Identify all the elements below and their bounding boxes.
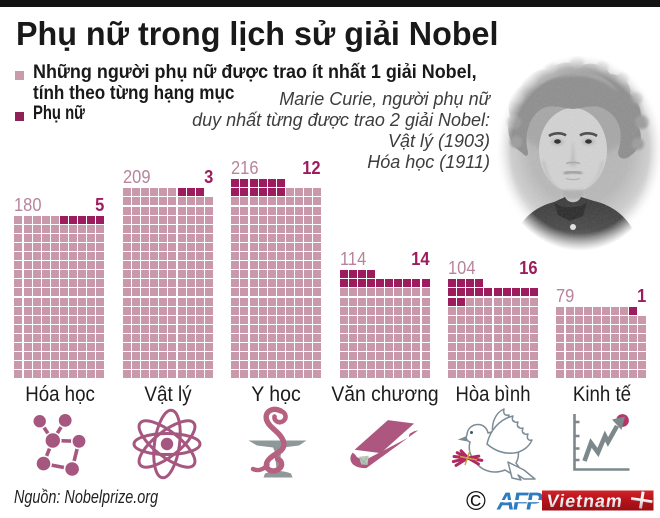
svg-text:Vietnam: Vietnam <box>546 491 625 511</box>
